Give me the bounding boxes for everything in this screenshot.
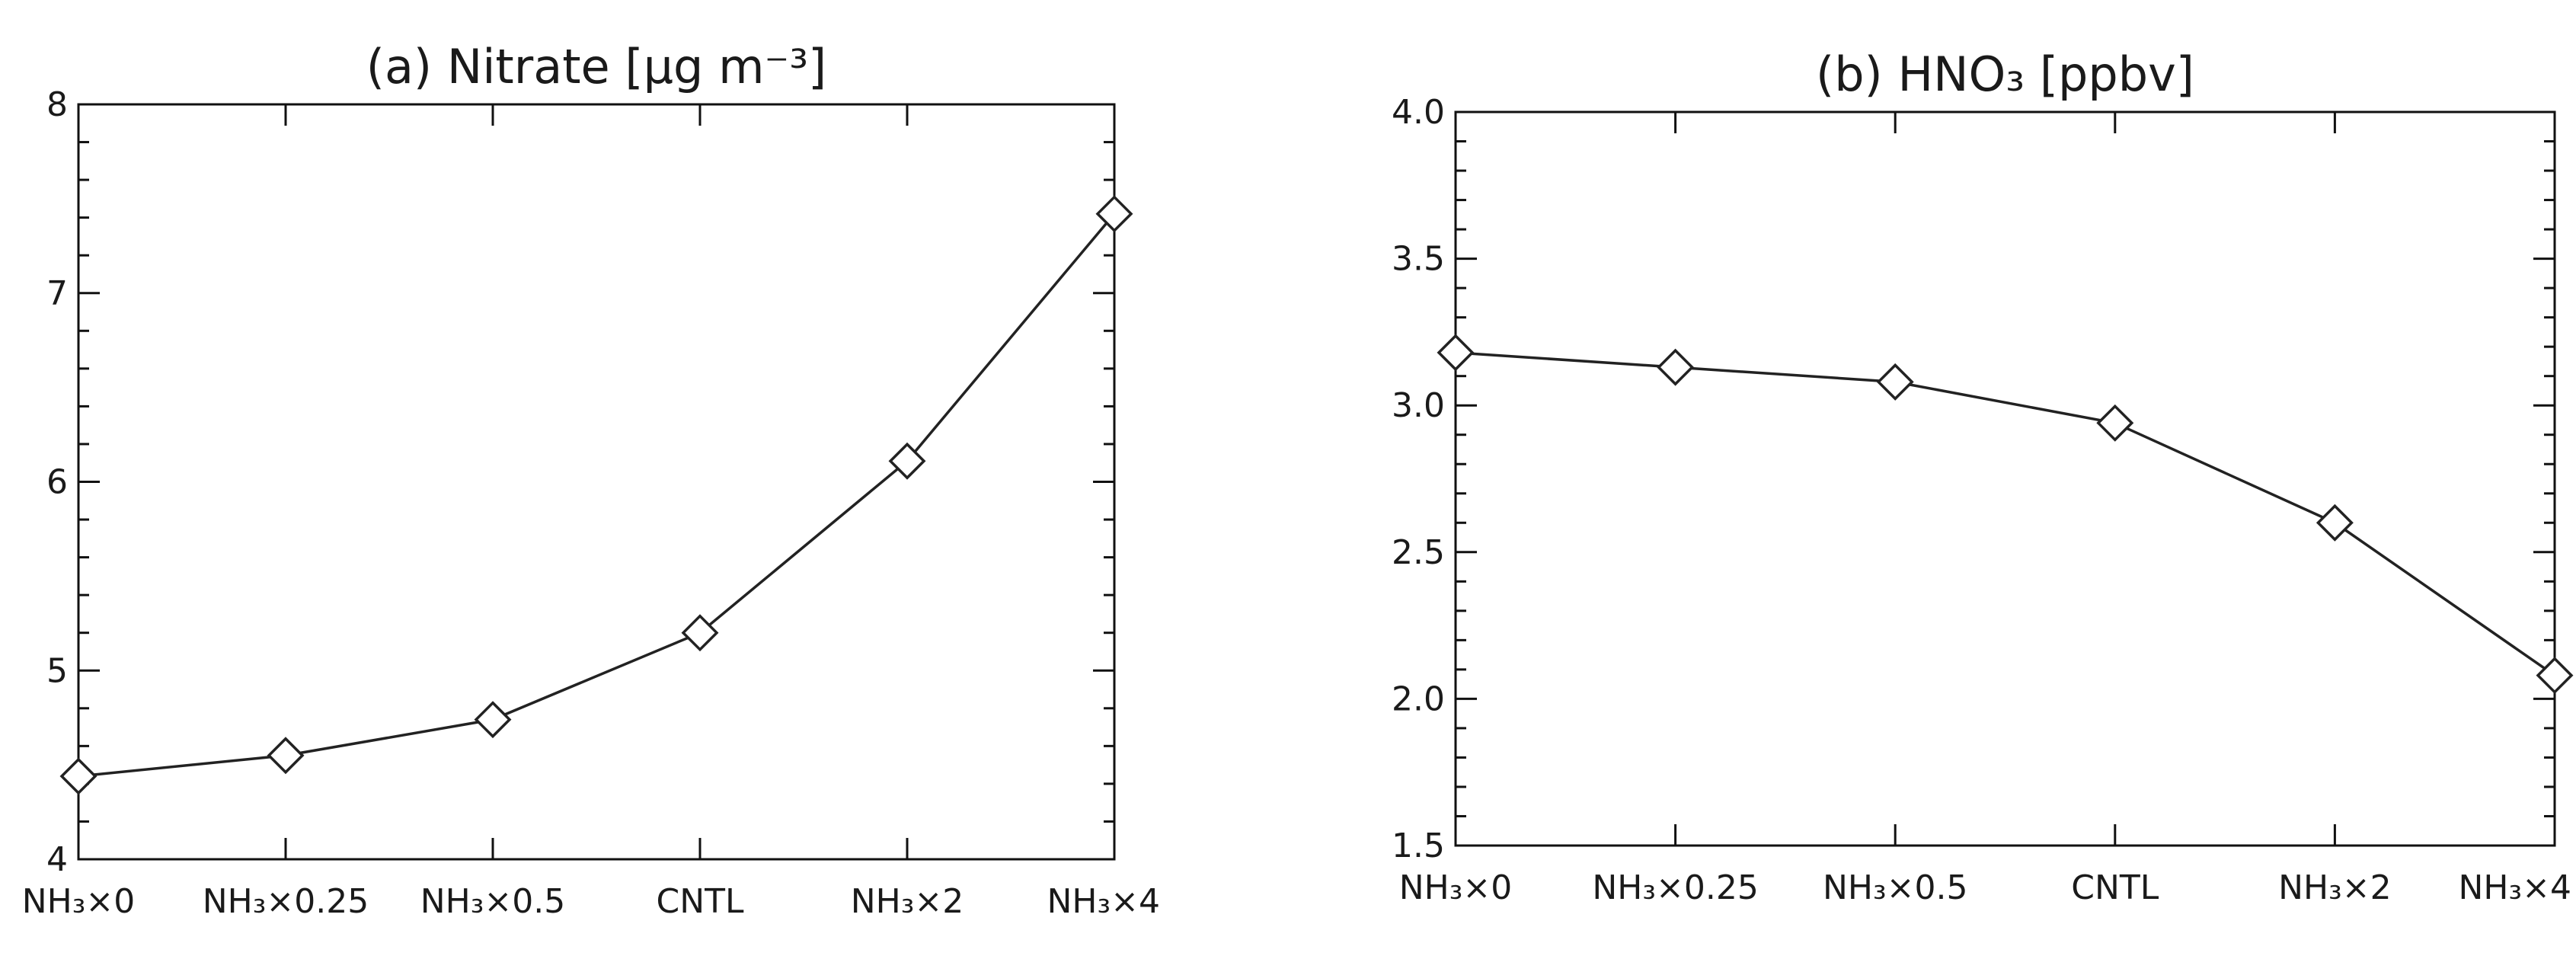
x-category-label: NH₃×0 [1399,868,1513,907]
data-point-marker [59,757,97,795]
y-tick-label: 7 [46,274,68,313]
data-point-marker [681,614,719,652]
y-tick-label: 3.0 [1392,386,1445,425]
y-tick-label: 4 [46,840,68,879]
x-category-label: NH₃×2 [2278,868,2392,907]
data-point-marker [1095,195,1133,233]
y-tick-label: 3.5 [1392,240,1445,279]
x-category-label: NH₃×4 [1047,882,1161,921]
x-category-label: NH₃×0.25 [203,882,369,921]
panel-a-series-line [78,213,1116,778]
y-tick-label: 6 [46,463,68,502]
x-category-label: NH₃×2 [851,882,964,921]
data-point-marker [1437,334,1475,372]
panel-a-frame [77,103,1116,861]
x-category-label: NH₃×0.25 [1592,868,1758,907]
data-point-marker [474,701,512,739]
x-category-label: NH₃×0 [22,882,136,921]
y-tick-label: 2.5 [1392,533,1445,572]
y-tick-label: 4.0 [1392,93,1445,132]
x-category-label: NH₃×4 [2459,868,2572,907]
panel-a: (a) Nitrate [μg m⁻³] 4 5 6 7 8 NH₃×0 NH₃×0.25 N… [22,39,1160,921]
data-point-marker [888,442,926,480]
data-point-marker [2096,404,2134,442]
data-point-marker [2316,504,2354,542]
data-point-marker [1657,348,1695,386]
panel-b-frame [1454,110,2556,847]
x-category-label: CNTL [656,882,744,921]
x-category-label: NH₃×0.5 [420,882,565,921]
x-category-label: CNTL [2071,868,2159,907]
panel-a-title: (a) Nitrate [μg m⁻³] [366,39,827,94]
y-tick-label: 2.0 [1392,679,1445,718]
panel-b: (b) HNO₃ [ppbv] 1.5 2.0 2.5 3.0 3.5 4.0 NH₃×0 N… [1392,46,2574,907]
x-category-label: NH₃×0.5 [1823,868,1967,907]
data-point-marker [267,737,305,775]
panel-b-title: (b) HNO₃ [ppbv] [1816,46,2194,102]
y-tick-label: 8 [46,85,68,124]
data-point-marker [1876,363,1914,401]
panel-b-series-line [1455,351,2555,677]
y-tick-label: 1.5 [1392,827,1445,865]
data-point-marker [2536,657,2574,695]
y-tick-label: 5 [46,651,68,690]
